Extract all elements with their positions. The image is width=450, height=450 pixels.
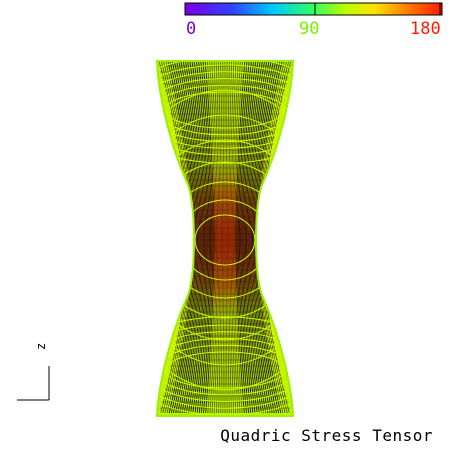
tensor-line [240,61,255,414]
colorbar-label-max: 180 [410,19,441,39]
contour-ring [157,84,293,136]
tensor-line [252,61,277,414]
tensor-line [230,61,237,414]
tensor-line [250,61,274,414]
tensor-line [222,61,225,413]
tensor-line [232,61,241,414]
tensor-line [241,61,257,414]
tensor-line [231,61,239,414]
tensor-line [206,61,216,414]
tensor-line [204,61,215,414]
tensor-line [228,61,233,414]
contour-lines [157,61,293,416]
contour-ring [157,331,293,409]
tensor-line [249,61,272,414]
tensor-line [215,61,221,414]
tensor-lines [158,61,292,414]
tensor-line [213,61,220,414]
tensor-line [211,61,219,414]
tensor-line [235,61,246,414]
tensor-line [237,61,250,414]
tensor-line [220,61,224,414]
tensor-line [217,61,222,414]
tensor-line [195,61,210,414]
tensor-line [193,61,209,414]
stress-tensor-plot [155,60,295,417]
contour-ring [157,114,293,366]
tensor-line [200,61,213,414]
tensor-line [226,61,230,414]
tensor-line [248,61,270,414]
tensor-line [173,61,198,414]
contour-ring [164,351,286,389]
contour-ring [157,344,293,396]
contour-ring [157,89,293,391]
hourglass-outline [155,60,295,417]
contour-ring [157,64,293,156]
tensor-line [236,61,248,414]
tensor-line [180,61,202,414]
tensor-line [229,61,235,414]
contour-ring [157,161,293,319]
tensor-line [202,61,214,414]
tensor-line [209,61,218,414]
tensor-line [178,61,201,414]
tensor-line [176,61,200,414]
contour-ring [157,71,293,149]
colorbar [184,2,443,16]
tensor-line [225,61,228,413]
contour-ring [157,78,293,142]
colorbar-label-mid: 90 [299,19,320,39]
tensor-line [234,61,244,414]
tensor-line [238,61,252,414]
contour-ring [157,61,293,164]
axis-indicator [17,366,50,401]
colorbar-label-min: 0 [186,19,197,39]
contour-ring [164,91,286,129]
tensor-line [198,61,212,414]
axis-label-z: z [34,342,48,350]
contour-ring [157,338,293,402]
contour-ring [157,139,293,341]
plot-caption: Quadric Stress Tensor [220,426,433,445]
contour-ring [157,316,293,416]
